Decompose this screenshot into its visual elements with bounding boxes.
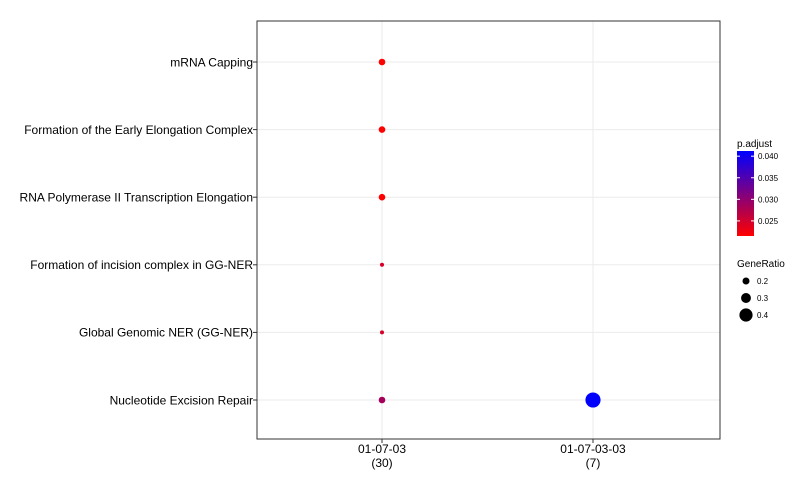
point-01-07-03-03-nucleotide-excision-repair	[585, 392, 601, 408]
gene-ratio-legend: GeneRatio 0.2 0.3 0.4	[737, 259, 785, 322]
point-01-07-03-formation-of-incision-complex-in-gg-ner	[379, 262, 385, 267]
p-adjust-legend: p.adjust 0.040 0.035 0.030 0.025	[737, 139, 779, 236]
p-adjust-legend-label: 0.025	[758, 217, 779, 226]
x-axis: 01-07-03(30) 01-07-03-03(7)	[358, 439, 626, 470]
gene-ratio-legend-label: 0.4	[757, 311, 769, 320]
point-01-07-03-nucleotide-excision-repair	[378, 396, 386, 404]
y-tick-label: mRNA Capping	[170, 55, 253, 69]
p-adjust-colorbar	[737, 151, 754, 236]
y-axis: mRNA Capping Formation of the Early Elong…	[20, 55, 257, 407]
gene-ratio-legend-dot	[742, 277, 750, 285]
y-tick-label: Formation of the Early Elongation Comple…	[24, 123, 253, 137]
y-tick-label: Formation of incision complex in GG-NER	[30, 258, 253, 272]
gene-ratio-legend-title: GeneRatio	[737, 259, 785, 270]
gene-ratio-legend-dot	[739, 308, 753, 322]
y-tick-label: Nucleotide Excision Repair	[110, 393, 253, 407]
gene-ratio-legend-label: 0.2	[757, 277, 769, 286]
gene-ratio-legend-label: 0.3	[757, 294, 769, 303]
x-tick-count-label: (30)	[371, 456, 392, 470]
plot-panel-border	[256, 20, 721, 440]
plot-background	[257, 21, 720, 439]
x-tick-label: 01-07-03	[358, 442, 406, 456]
p-adjust-legend-label: 0.030	[758, 195, 779, 204]
p-adjust-legend-label: 0.040	[758, 152, 779, 161]
p-adjust-legend-label: 0.035	[758, 174, 779, 183]
point-01-07-03-mrna-capping	[378, 58, 386, 66]
point-01-07-03-rna-polymerase-ii-transcription-elongation	[378, 193, 386, 201]
y-tick-label: RNA Polymerase II Transcription Elongati…	[20, 191, 253, 205]
p-adjust-legend-title: p.adjust	[737, 139, 772, 150]
x-tick-count-label: (7)	[586, 456, 601, 470]
x-tick-label: 01-07-03-03	[560, 442, 626, 456]
data-points	[378, 58, 601, 408]
point-01-07-03-formation-of-the-early-elongation-complex	[378, 126, 386, 133]
gene-ratio-legend-dot	[741, 293, 751, 303]
y-tick-label: Global Genomic NER (GG-NER)	[79, 326, 253, 340]
grid-lines	[257, 21, 720, 439]
point-01-07-03-global-genomic-ner-gg-ner	[379, 330, 385, 335]
